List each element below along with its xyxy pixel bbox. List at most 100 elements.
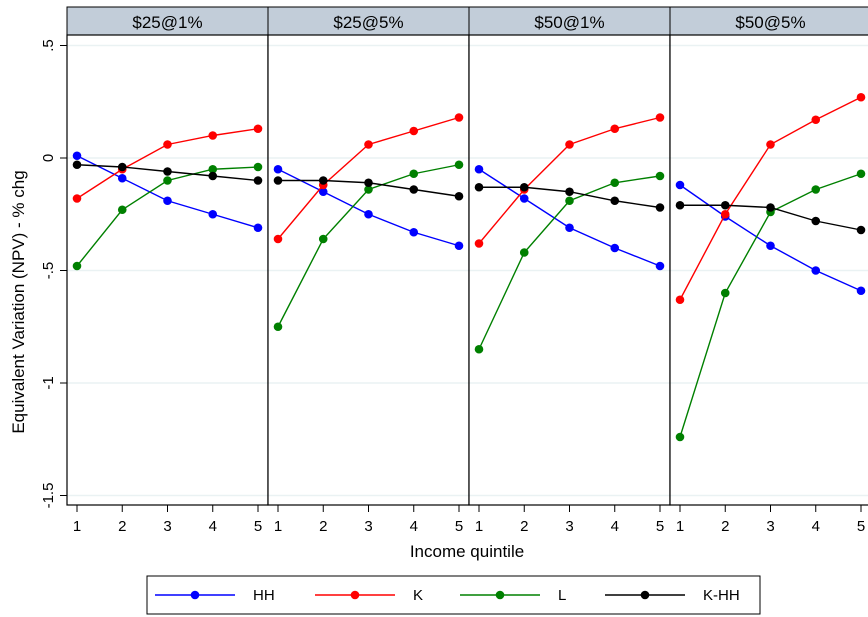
- chart-panels: $25@1% 1 2 3 4 5 $25@5% 1 2 3 4 5 $50@1% 1 2 3 4 5 $50@5% 1…: [66, 6, 868, 535]
- data-point: [72, 194, 82, 203]
- x-tick-label: 4: [410, 518, 418, 535]
- data-point: [163, 167, 172, 176]
- panel-header: [66, 6, 269, 36]
- data-point: [675, 295, 685, 305]
- series-hh-panel-3: [474, 164, 665, 271]
- data-point: [856, 286, 866, 296]
- data-point: [675, 180, 685, 190]
- panel-title: $50@5%: [735, 13, 805, 32]
- data-point: [519, 248, 529, 257]
- x-axis-title: Income quintile: [410, 542, 524, 561]
- data-point: [766, 140, 775, 149]
- panel-3: $50@1% 1 2 3 4 5: [468, 6, 671, 535]
- series-k-hh-panel-3: [474, 182, 665, 212]
- x-tick-label: 5: [455, 518, 463, 535]
- data-point: [720, 200, 730, 210]
- series-k-hh-panel-2: [273, 176, 464, 201]
- data-point: [117, 162, 127, 172]
- data-point: [72, 160, 82, 170]
- data-point: [720, 209, 730, 219]
- data-point: [474, 164, 484, 174]
- y-tick-label: -.5: [40, 262, 57, 280]
- x-tick-label: 2: [721, 518, 729, 535]
- data-point: [454, 160, 464, 170]
- data-point: [273, 322, 283, 332]
- data-point: [364, 178, 373, 188]
- data-point: [856, 92, 866, 102]
- data-point: [610, 124, 620, 134]
- data-point: [208, 131, 218, 140]
- data-point: [766, 203, 775, 212]
- data-point: [208, 209, 218, 219]
- legend-marker: [640, 590, 650, 600]
- data-point: [811, 115, 821, 125]
- data-point: [655, 203, 665, 212]
- data-point: [766, 241, 775, 251]
- data-point: [253, 124, 263, 134]
- x-tick-label: 3: [364, 518, 372, 535]
- legend-marker: [190, 590, 200, 600]
- data-point: [474, 239, 484, 248]
- series-hh-panel-2: [273, 164, 464, 251]
- data-point: [318, 234, 328, 244]
- x-tick-label: 1: [274, 518, 282, 535]
- legend-item-k: K: [315, 587, 423, 604]
- y-tick-label: 0: [40, 154, 57, 162]
- panel-header: [669, 6, 868, 36]
- data-point: [675, 432, 685, 442]
- data-point: [565, 187, 574, 197]
- x-tick-label: 1: [475, 518, 483, 535]
- x-tick-label: 1: [676, 518, 684, 535]
- legend-label: L: [558, 587, 566, 604]
- data-point: [610, 243, 620, 253]
- data-point: [565, 223, 574, 233]
- data-point: [811, 216, 821, 226]
- data-point: [273, 164, 283, 174]
- x-tick-label: 5: [857, 518, 865, 535]
- data-point: [253, 162, 263, 172]
- x-tick-label: 5: [656, 518, 664, 535]
- data-point: [811, 266, 821, 275]
- x-tick-label: 2: [118, 518, 126, 535]
- panel-1: $25@1% 1 2 3 4 5: [66, 6, 269, 535]
- data-point: [253, 176, 263, 185]
- data-point: [364, 209, 373, 219]
- data-point: [655, 171, 665, 181]
- data-point: [409, 169, 419, 179]
- data-point: [208, 164, 218, 174]
- panel-2: $25@5% 1 2 3 4 5: [267, 6, 470, 535]
- data-point: [318, 187, 328, 197]
- data-point: [856, 169, 866, 179]
- x-tick-label: 4: [209, 518, 217, 535]
- data-point: [163, 140, 172, 149]
- data-point: [454, 191, 464, 201]
- data-point: [474, 182, 484, 192]
- data-point: [163, 196, 172, 206]
- x-tick-label: 3: [163, 518, 171, 535]
- data-point: [117, 173, 127, 183]
- x-tick-label: 2: [520, 518, 528, 535]
- data-point: [811, 185, 821, 194]
- legend-item-hh: HH: [155, 587, 275, 604]
- data-point: [163, 176, 172, 185]
- x-tick-label: 4: [812, 518, 820, 535]
- x-tick-label: 3: [766, 518, 774, 535]
- y-tick-label: -1: [40, 376, 57, 389]
- panel-title: $50@1%: [534, 13, 604, 32]
- data-point: [454, 113, 464, 122]
- data-point: [565, 140, 574, 149]
- data-point: [72, 151, 82, 161]
- data-point: [856, 225, 866, 235]
- y-axis: .5 0 -.5 -1 -1.5: [40, 39, 67, 508]
- legend-item-k-hh: K-HH: [605, 587, 740, 604]
- data-point: [675, 200, 685, 210]
- data-point: [364, 185, 373, 194]
- legend: HH K L K-HH: [146, 575, 761, 615]
- panel-4: $50@5% 1 2 3 4 5: [669, 6, 868, 535]
- data-point: [565, 196, 574, 206]
- data-point: [208, 171, 218, 181]
- data-point: [318, 176, 328, 185]
- data-point: [655, 261, 665, 271]
- series-l-panel-2: [273, 160, 464, 332]
